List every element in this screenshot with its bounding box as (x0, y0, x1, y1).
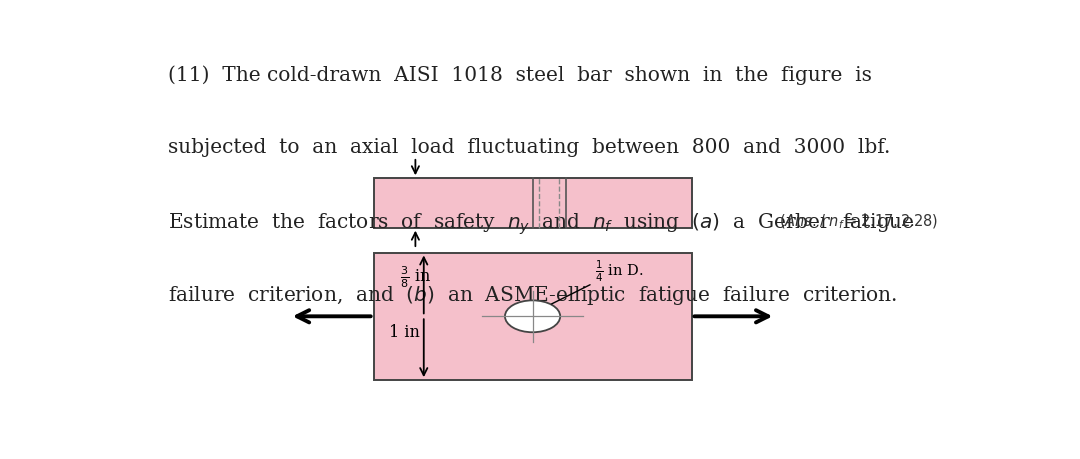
Ellipse shape (505, 301, 561, 332)
Bar (374, 179, 691, 228)
Text: (11)  The cold-drawn  AISI  1018  steel  bar  shown  in  the  figure  is: (11) The cold-drawn AISI 1018 steel bar … (168, 66, 873, 85)
Bar (374, 253, 691, 380)
Text: Estimate  the  factors  of  safety  $n_y$  and  $n_f$  using  $(a)$  a  Gerber  : Estimate the factors of safety $n_y$ and… (168, 211, 915, 236)
Text: $\frac{3}{8}$ in: $\frac{3}{8}$ in (400, 263, 431, 289)
Text: $\frac{1}{4}$ in D.: $\frac{1}{4}$ in D. (552, 258, 644, 304)
Text: $(Ans./\ n_f = 2.17, 2.28)$: $(Ans./\ n_f = 2.17, 2.28)$ (779, 213, 939, 231)
Text: 1 in: 1 in (389, 324, 419, 341)
Text: failure  criterion,  and  $(b)$  an  ASME-elliptic  fatigue  failure  criterion.: failure criterion, and $(b)$ an ASME-ell… (168, 283, 897, 306)
Text: subjected  to  an  axial  load  fluctuating  between  800  and  3000  lbf.: subjected to an axial load fluctuating b… (168, 138, 891, 157)
